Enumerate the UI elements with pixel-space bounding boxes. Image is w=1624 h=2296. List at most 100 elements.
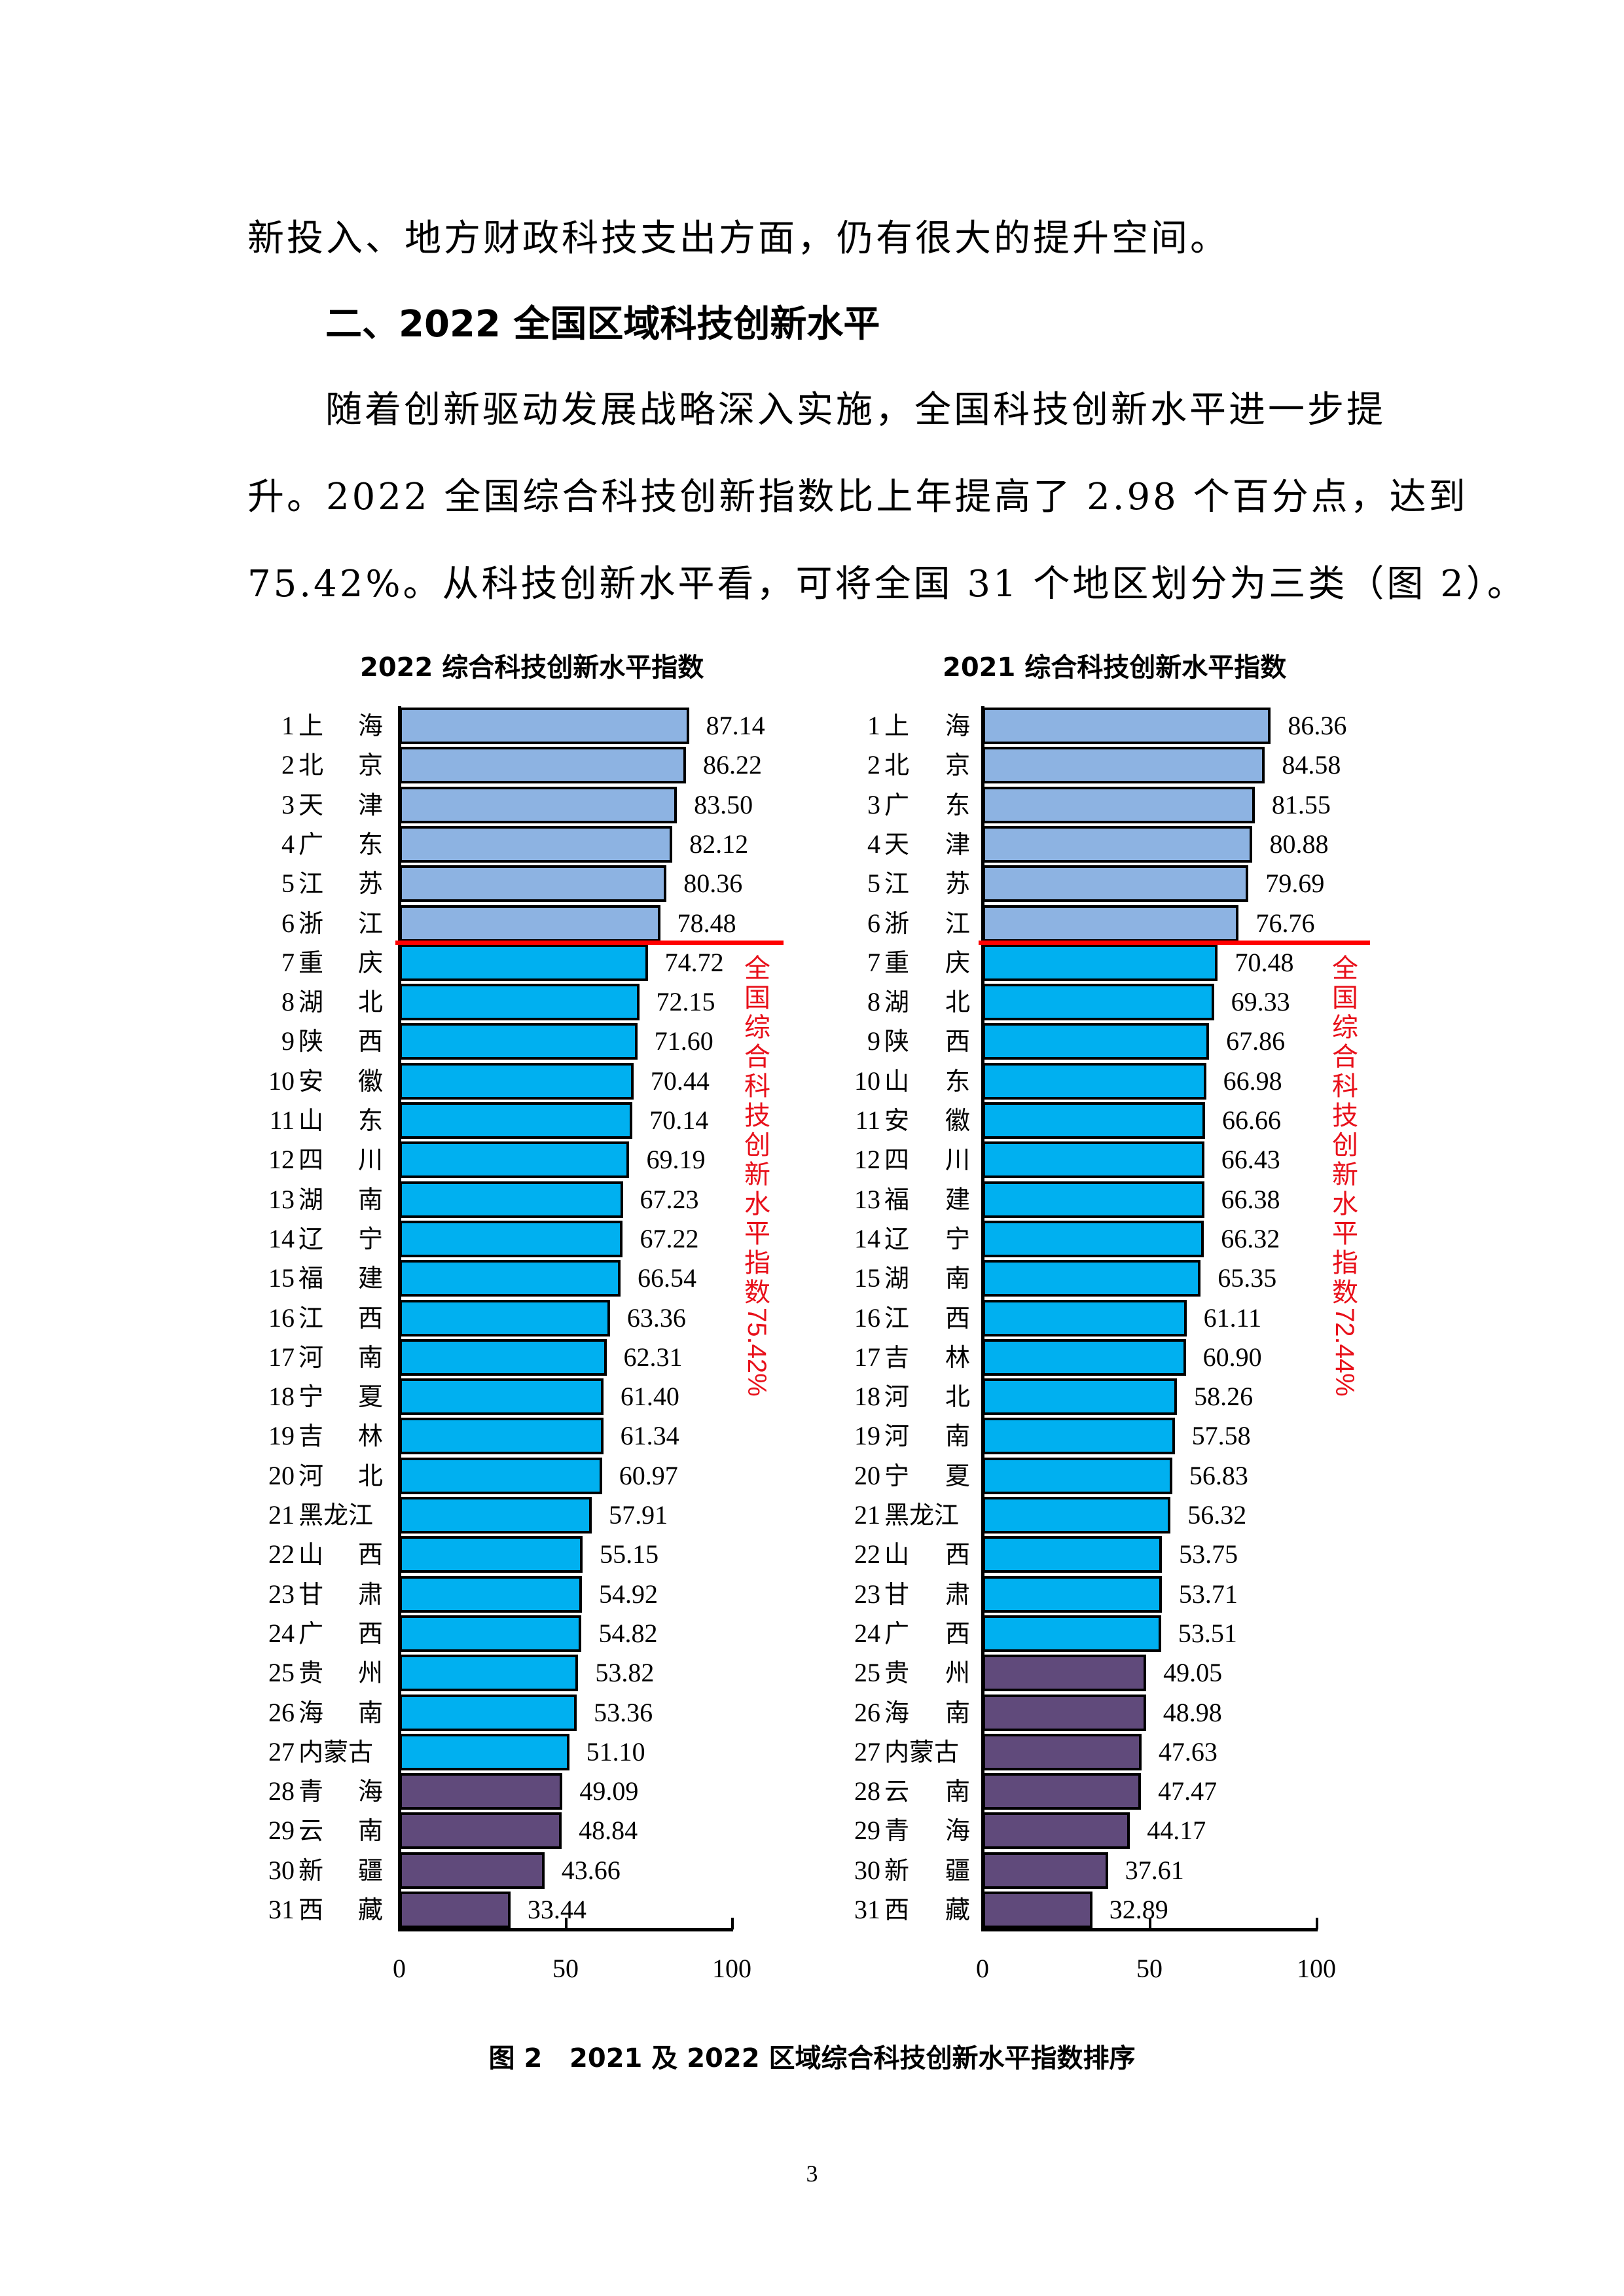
body-text-line-1: 新投入、地方财政科技支出方面，仍有很大的提升空间。 xyxy=(247,217,1229,260)
bar[interactable] xyxy=(399,1102,633,1139)
bar[interactable] xyxy=(983,1141,1204,1179)
region-name: 福 xyxy=(298,1264,324,1293)
region-name: 宁 xyxy=(298,1382,324,1412)
rank-label: 29 xyxy=(268,1816,295,1846)
region-name: 青 xyxy=(884,1816,910,1846)
bar[interactable] xyxy=(399,1378,604,1416)
bar[interactable] xyxy=(399,1141,630,1179)
rank-label: 31 xyxy=(854,1895,880,1924)
bar[interactable] xyxy=(399,1457,602,1494)
bar[interactable] xyxy=(983,786,1255,823)
bar[interactable] xyxy=(399,865,667,903)
bar[interactable] xyxy=(983,1655,1147,1692)
value-label: 66.38 xyxy=(1221,1184,1280,1214)
x-tick xyxy=(731,1918,734,1930)
bar[interactable] xyxy=(983,1852,1108,1889)
region-name: 西 xyxy=(357,1303,383,1333)
bar[interactable] xyxy=(399,1812,562,1850)
bar[interactable] xyxy=(983,1181,1204,1218)
bar[interactable] xyxy=(983,905,1239,942)
bar[interactable] xyxy=(983,1812,1130,1850)
body-text-line-3: 升。2022 全国综合科技创新指数比上年提高了 2.98 个百分点，达到 xyxy=(247,476,1468,518)
rank-label: 17 xyxy=(854,1342,880,1372)
bar[interactable] xyxy=(983,1733,1142,1770)
bar[interactable] xyxy=(399,1773,563,1810)
bar[interactable] xyxy=(399,1338,607,1376)
rank-label: 5 xyxy=(867,869,880,899)
bar[interactable] xyxy=(983,1418,1175,1455)
bar[interactable] xyxy=(983,1892,1092,1928)
bar[interactable] xyxy=(399,825,673,863)
bar[interactable] xyxy=(399,905,660,942)
bar[interactable] xyxy=(399,1260,621,1297)
value-label: 81.55 xyxy=(1271,789,1331,819)
bar[interactable] xyxy=(399,1536,583,1573)
value-label: 61.40 xyxy=(620,1382,679,1412)
region-name: 河 xyxy=(298,1461,324,1490)
value-label: 79.69 xyxy=(1265,869,1325,899)
bar[interactable] xyxy=(399,1852,545,1889)
bar[interactable] xyxy=(399,786,677,823)
bar[interactable] xyxy=(983,1102,1205,1139)
bar[interactable] xyxy=(983,1536,1163,1573)
rank-label: 10 xyxy=(268,1066,295,1096)
bar[interactable] xyxy=(983,1378,1178,1416)
bar[interactable] xyxy=(983,1299,1187,1336)
value-label: 53.51 xyxy=(1178,1618,1237,1648)
bar[interactable] xyxy=(983,1062,1206,1100)
bar[interactable] xyxy=(399,1497,592,1534)
bar[interactable] xyxy=(399,1655,579,1692)
bar[interactable] xyxy=(399,1615,582,1652)
region-name: 上 xyxy=(298,711,324,740)
bar[interactable] xyxy=(399,1220,623,1257)
bar[interactable] xyxy=(399,1181,623,1218)
bar[interactable] xyxy=(399,708,689,744)
bar[interactable] xyxy=(983,984,1214,1021)
rank-label: 16 xyxy=(854,1302,880,1333)
bar[interactable] xyxy=(399,1062,634,1100)
bar[interactable] xyxy=(399,747,686,784)
bar[interactable] xyxy=(983,944,1218,981)
region-name: 南 xyxy=(945,1698,970,1727)
bar[interactable] xyxy=(399,984,640,1021)
bar[interactable] xyxy=(983,747,1265,784)
bar[interactable] xyxy=(983,708,1271,744)
bar[interactable] xyxy=(399,1418,604,1455)
bar[interactable] xyxy=(399,1892,511,1928)
bar[interactable] xyxy=(399,944,648,981)
bar[interactable] xyxy=(983,1023,1210,1060)
bar[interactable] xyxy=(983,1615,1161,1652)
bar[interactable] xyxy=(983,1260,1201,1297)
value-label: 78.48 xyxy=(677,908,736,938)
bar[interactable] xyxy=(983,1773,1142,1810)
rank-label: 28 xyxy=(268,1776,295,1806)
value-label: 57.91 xyxy=(609,1500,668,1530)
bar[interactable] xyxy=(983,1497,1171,1534)
rank-label: 13 xyxy=(854,1184,880,1214)
region-name: 河 xyxy=(298,1342,324,1372)
value-label: 61.34 xyxy=(620,1421,679,1451)
x-tick-label: 50 xyxy=(1136,1954,1163,1984)
region-name: 津 xyxy=(945,829,970,859)
bar[interactable] xyxy=(983,825,1253,863)
bar[interactable] xyxy=(983,1694,1146,1731)
region-name: 川 xyxy=(945,1145,970,1175)
region-name: 川 xyxy=(357,1145,383,1175)
bar[interactable] xyxy=(399,1299,610,1336)
rank-label: 9 xyxy=(867,1026,880,1056)
bar[interactable] xyxy=(983,1220,1204,1257)
bar[interactable] xyxy=(983,1338,1186,1376)
region-name: 山 xyxy=(298,1540,324,1570)
bar[interactable] xyxy=(983,1457,1172,1494)
bar[interactable] xyxy=(399,1694,577,1731)
bar[interactable] xyxy=(983,865,1249,903)
region-name: 北 xyxy=(298,751,324,780)
bar[interactable] xyxy=(983,1575,1162,1613)
bar[interactable] xyxy=(399,1733,569,1770)
bar[interactable] xyxy=(399,1575,582,1613)
value-label: 58.26 xyxy=(1194,1382,1254,1412)
rank-label: 11 xyxy=(269,1105,295,1135)
region-name: 藏 xyxy=(945,1895,970,1924)
bar[interactable] xyxy=(399,1023,638,1060)
region-name: 西 xyxy=(298,1895,324,1924)
